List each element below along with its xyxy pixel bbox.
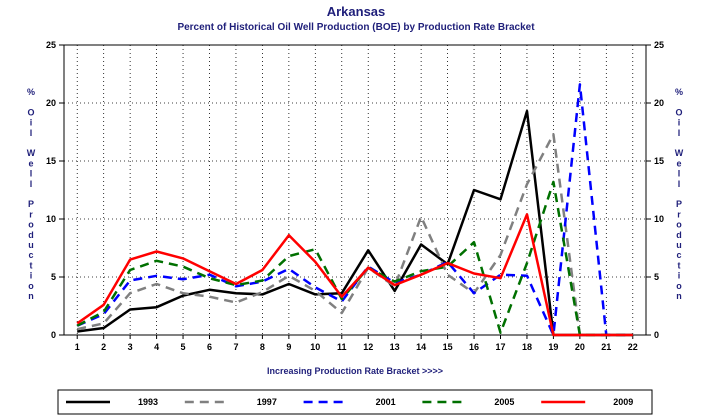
y-ticks-right: 0 5 10 15 20 25 bbox=[646, 40, 664, 340]
y-axis-label-char: t bbox=[678, 260, 681, 270]
x-tick-label: 6 bbox=[207, 342, 212, 352]
x-tick-label: 10 bbox=[310, 342, 320, 352]
y-axis-label-char: l bbox=[30, 169, 33, 179]
y-axis-label-char: o bbox=[676, 281, 682, 291]
y-axis-label-char: O bbox=[675, 107, 682, 117]
y-axis-label-char: i bbox=[30, 118, 33, 128]
y-axis-label-char: o bbox=[28, 220, 34, 230]
y-axis-label-char: d bbox=[676, 230, 682, 240]
x-tick-label: 19 bbox=[548, 342, 558, 352]
chart-subtitle: Percent of Historical Oil Well Productio… bbox=[177, 22, 535, 33]
y-tick-label-left: 5 bbox=[51, 272, 56, 282]
y-axis-label-char: i bbox=[678, 271, 681, 281]
y-axis-label-char: n bbox=[676, 291, 682, 301]
legend-label-2005: 2005 bbox=[494, 397, 514, 407]
legend-label-1997: 1997 bbox=[257, 397, 277, 407]
legend-label-1993: 1993 bbox=[138, 397, 158, 407]
x-ticks: 1 2 3 4 5 6 7 8 9 10 11 12 13 14 15 16 17 18 19 20 21 22 bbox=[75, 335, 638, 352]
y-tick-label-left: 0 bbox=[51, 330, 56, 340]
y-axis-label-char: W bbox=[675, 148, 684, 158]
legend-label-2001: 2001 bbox=[376, 397, 396, 407]
x-tick-label: 4 bbox=[154, 342, 159, 352]
y-axis-label-char: W bbox=[27, 148, 36, 158]
y-axis-label-char: d bbox=[28, 230, 34, 240]
legend: 1993 1997 2001 2005 2009 bbox=[66, 397, 633, 407]
y-axis-label-char: % bbox=[675, 87, 683, 97]
y-axis-label-char: o bbox=[676, 220, 682, 230]
x-tick-label: 3 bbox=[128, 342, 133, 352]
x-tick-label: 15 bbox=[443, 342, 453, 352]
x-tick-label: 1 bbox=[75, 342, 80, 352]
y-axis-label-char: l bbox=[30, 179, 33, 189]
y-tick-label-left: 10 bbox=[46, 214, 56, 224]
y-axis-label-char: n bbox=[28, 291, 34, 301]
series-lines bbox=[76, 83, 633, 337]
y-axis-label-char: P bbox=[676, 199, 682, 209]
y-tick-label-left: 20 bbox=[46, 98, 56, 108]
x-tick-label: 14 bbox=[416, 342, 426, 352]
y-axis-label-char: i bbox=[30, 271, 33, 281]
y-axis-label-char: c bbox=[28, 250, 33, 260]
y-tick-label-right: 10 bbox=[654, 214, 664, 224]
y-axis-label-char: i bbox=[678, 118, 681, 128]
y-tick-label-right: 15 bbox=[654, 156, 664, 166]
y-axis-label-char: l bbox=[678, 169, 681, 179]
y-tick-label-left: 15 bbox=[46, 156, 56, 166]
y-axis-label-char: r bbox=[677, 209, 681, 219]
y-axis-label-char: u bbox=[28, 240, 34, 250]
x-tick-label: 22 bbox=[628, 342, 638, 352]
series-line-1993 bbox=[77, 109, 633, 337]
y-axis-label-char: t bbox=[30, 260, 33, 270]
x-tick-label: 16 bbox=[469, 342, 479, 352]
y-tick-label-right: 5 bbox=[654, 272, 659, 282]
x-tick-label: 12 bbox=[363, 342, 373, 352]
x-tick-label: 18 bbox=[522, 342, 532, 352]
x-tick-label: 5 bbox=[181, 342, 186, 352]
y-axis-label-char: e bbox=[28, 158, 33, 168]
y-axis-label-char: P bbox=[28, 199, 34, 209]
x-tick-label: 2 bbox=[101, 342, 106, 352]
y-tick-label-right: 0 bbox=[654, 330, 659, 340]
grid-lines bbox=[64, 45, 646, 335]
y-axis-label-char: l bbox=[678, 128, 681, 138]
legend-box bbox=[57, 389, 653, 415]
series-line-1997 bbox=[76, 133, 633, 337]
y-axis-label-char: l bbox=[30, 128, 33, 138]
plot-frame bbox=[63, 44, 647, 336]
y-tick-label-left: 25 bbox=[46, 40, 56, 50]
chart-title: Arkansas bbox=[327, 4, 386, 19]
x-tick-label: 13 bbox=[390, 342, 400, 352]
x-tick-label: 9 bbox=[286, 342, 291, 352]
x-tick-label: 11 bbox=[337, 342, 347, 352]
x-tick-label: 21 bbox=[601, 342, 611, 352]
y-axis-label-char: l bbox=[678, 179, 681, 189]
x-tick-label: 7 bbox=[233, 342, 238, 352]
y-axis-label-char: r bbox=[29, 209, 33, 219]
y-axis-label-char: u bbox=[676, 240, 682, 250]
x-tick-label: 8 bbox=[260, 342, 265, 352]
y-ticks-left: 0 5 10 15 20 25 bbox=[46, 40, 64, 340]
y-tick-label-right: 20 bbox=[654, 98, 664, 108]
y-axis-label-char: % bbox=[27, 87, 35, 97]
y-axis-label-char: o bbox=[28, 281, 34, 291]
x-tick-label: 17 bbox=[495, 342, 505, 352]
y-tick-label-right: 25 bbox=[654, 40, 664, 50]
series-line-2005 bbox=[76, 180, 633, 337]
series-line-2009 bbox=[76, 213, 633, 337]
y-axis-label-char: c bbox=[676, 250, 681, 260]
y-axis-label-char: O bbox=[27, 107, 34, 117]
legend-label-2009: 2009 bbox=[613, 397, 633, 407]
x-tick-label: 20 bbox=[575, 342, 585, 352]
y-axis-label-char: e bbox=[676, 158, 681, 168]
x-axis-label: Increasing Production Rate Bracket >>>> bbox=[267, 366, 443, 376]
